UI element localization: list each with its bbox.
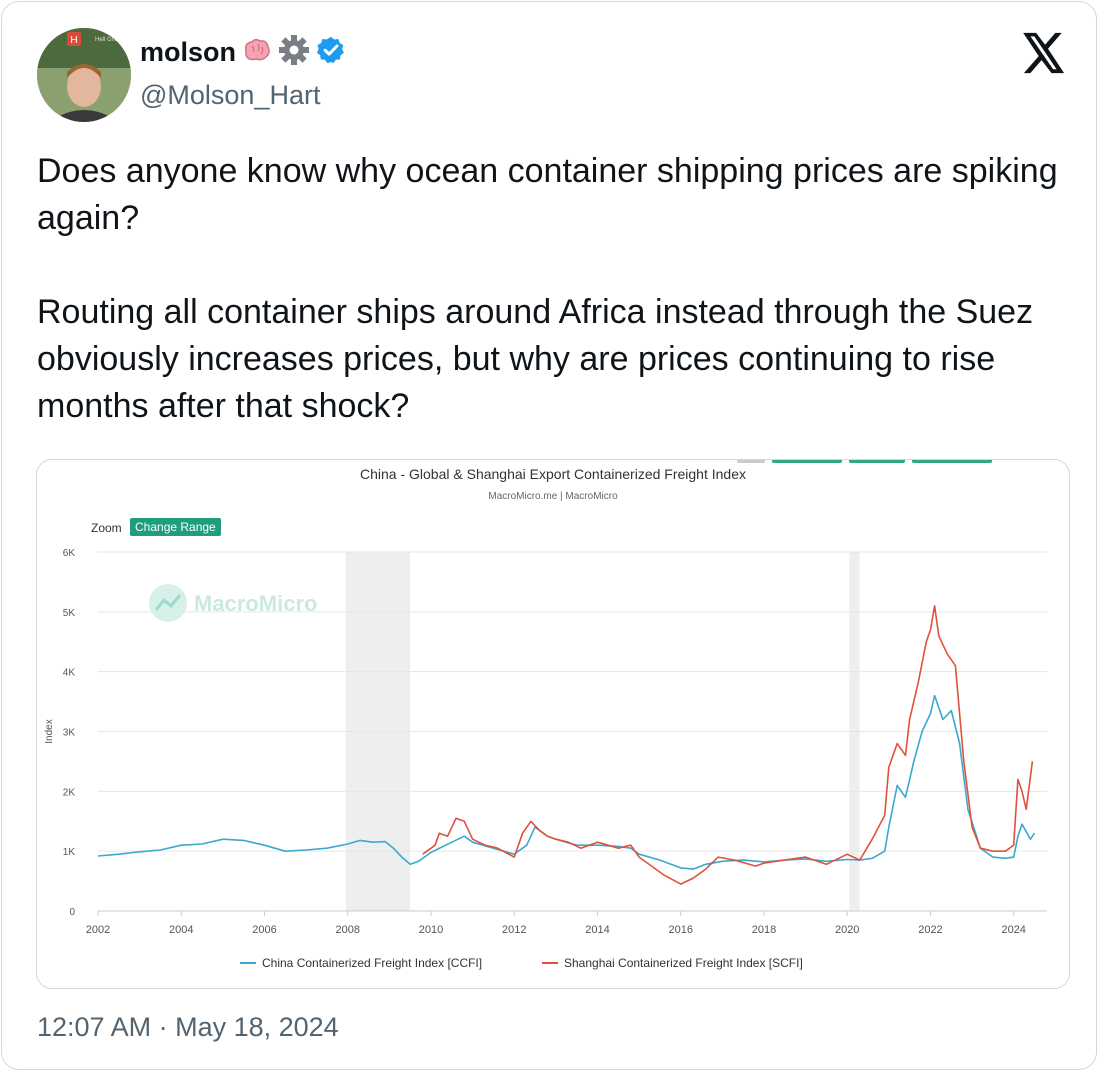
author-handle[interactable]: @Molson_Hart: [140, 80, 321, 110]
tweet-timestamp[interactable]: 12:07 AM · May 18, 2024: [37, 1012, 339, 1042]
chart-tab-indicator: [849, 460, 905, 463]
x-tick-label: 2016: [668, 924, 692, 936]
gear-icon: [278, 34, 310, 71]
x-tick-label: 2020: [835, 924, 859, 936]
avatar-badge-letter: H: [70, 35, 77, 46]
x-tick-label: 2010: [419, 924, 443, 936]
y-tick-label: 6K: [63, 548, 76, 559]
change-range-button[interactable]: Change Range: [130, 518, 221, 536]
x-tick-label: 2008: [335, 924, 359, 936]
author-row: molson: [140, 32, 346, 72]
avatar-photo: H Hell Group: [37, 28, 131, 122]
display-name[interactable]: molson: [140, 36, 237, 67]
x-tick-label: 2014: [585, 924, 609, 936]
x-tick-label: 2012: [502, 924, 526, 936]
legend-label: Shanghai Containerized Freight Index [SC…: [564, 956, 803, 970]
chart-title: China - Global & Shanghai Export Contain…: [360, 466, 746, 482]
x-logo-icon[interactable]: [1022, 32, 1066, 74]
verified-badge-icon[interactable]: [316, 35, 346, 70]
watermark-text: MacroMicro: [194, 591, 317, 616]
zoom-label: Zoom: [91, 521, 122, 535]
x-tick-label: 2004: [169, 924, 193, 936]
brain-icon: [242, 37, 272, 68]
x-tick-label: 2006: [252, 924, 276, 936]
y-tick-label: 3K: [63, 728, 76, 739]
y-tick-label: 5K: [63, 608, 76, 619]
y-tick-label: 0: [69, 907, 75, 918]
y-tick-label: 2K: [63, 787, 76, 798]
chart-tab-indicator: [772, 460, 842, 463]
series-line: [97, 694, 1036, 870]
series-line: [422, 605, 1034, 885]
x-tick-label: 2018: [752, 924, 776, 936]
chart-tab-indicator: [912, 460, 992, 463]
y-tick-label: 1K: [63, 847, 76, 858]
x-tick-label: 2002: [86, 924, 110, 936]
x-tick-label: 2024: [1001, 924, 1025, 936]
chart-plot: 0 1K 2K 3K 4K 5K 6K Index 2002 2004 2006 2008 2010 20…: [44, 548, 1047, 970]
watermark-chart-icon: [154, 594, 182, 611]
legend-label: China Containerized Freight Index [CCFI]: [262, 956, 482, 970]
avatar-sign-text: Hell Group: [95, 37, 124, 43]
y-axis-label: Index: [44, 719, 55, 743]
avatar[interactable]: H Hell Group: [37, 28, 131, 122]
y-tick-label: 4K: [63, 668, 76, 679]
chart-image[interactable]: China - Global & Shanghai Export Contain…: [36, 459, 1070, 989]
chart-tab-indicator: [737, 460, 765, 463]
chart-subtitle: MacroMicro.me | MacroMicro: [488, 491, 618, 502]
x-tick-label: 2022: [918, 924, 942, 936]
tweet-text: Does anyone know why ocean container shi…: [37, 152, 1058, 425]
